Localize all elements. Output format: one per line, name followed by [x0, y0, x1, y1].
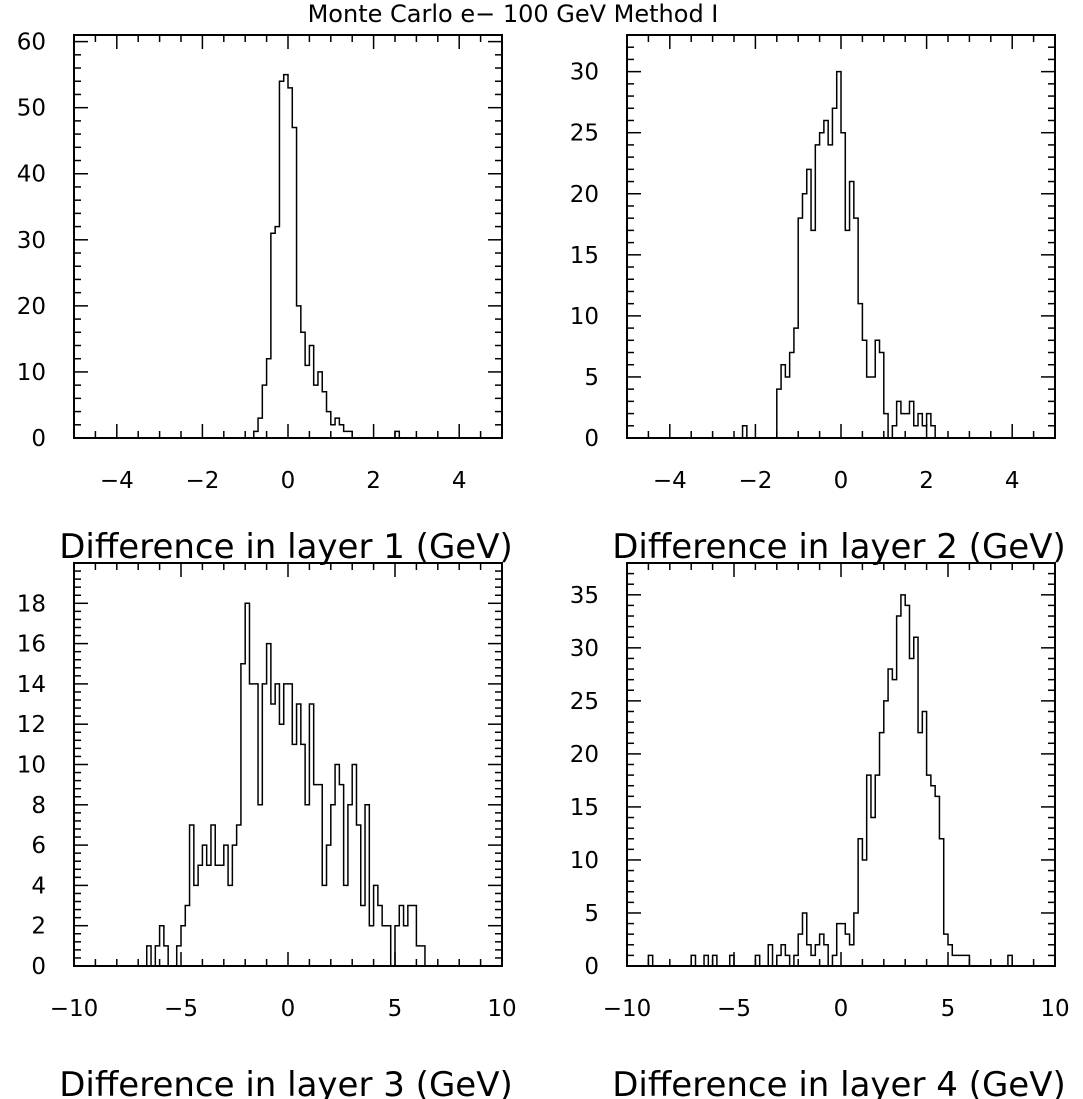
- x-tick-label: 0: [281, 996, 296, 1022]
- y-tick-label: 10: [17, 753, 46, 779]
- y-tick-label: 25: [570, 121, 599, 147]
- x-tick-label: 2: [366, 468, 381, 494]
- histogram-outlier-bin: [690, 954, 697, 966]
- y-tick-label: 15: [570, 243, 599, 269]
- x-tick-label: 4: [452, 468, 467, 494]
- y-tick-label: 14: [17, 672, 46, 698]
- y-tick-label: 40: [17, 162, 46, 188]
- y-tick-label: 8: [31, 793, 46, 819]
- histogram-panel-4: 0 5 10 15 20 25 30 35 −10 −5 0 5 10 Difference in lay…: [570, 562, 1070, 1099]
- y-tick-label: 16: [17, 632, 46, 658]
- y-tick-label: 60: [17, 30, 46, 56]
- histogram-step-line: [776, 70, 936, 439]
- y-tick-label: 25: [570, 689, 599, 715]
- histogram-outlier-bin: [703, 954, 710, 966]
- y-tick-label: 20: [570, 742, 599, 768]
- figure-title: Monte Carlo e− 100 GeV Method I: [308, 0, 719, 28]
- y-tick-label: 0: [584, 426, 599, 452]
- y-tick-label: 10: [570, 848, 599, 874]
- y-tick-label: 10: [17, 360, 46, 386]
- plot-frame: [626, 562, 1056, 967]
- x-tick-label: −2: [185, 468, 219, 494]
- x-tick-label: 0: [834, 468, 849, 494]
- y-tick-label: 30: [570, 636, 599, 662]
- y-tick-label: 0: [584, 954, 599, 980]
- y-tick-label: 15: [570, 795, 599, 821]
- x-tick-label: −10: [603, 996, 652, 1022]
- x-axis-label: Difference in layer 1 (GeV): [59, 527, 513, 567]
- x-tick-label: 0: [281, 468, 296, 494]
- x-axis-label: Difference in layer 3 (GeV): [59, 1065, 513, 1099]
- histogram-outlier-bin: [728, 954, 735, 966]
- x-tick-label: −4: [653, 468, 687, 494]
- histogram-outlier-bin: [394, 430, 401, 438]
- histogram-panel-3: 0 2 4 6 8 10 12 14 16 18 −10 −5 0 5 10 Difference in la…: [17, 562, 517, 1099]
- y-tick-label: 12: [17, 712, 46, 738]
- y-tick-label: 20: [570, 182, 599, 208]
- y-tick-label: 20: [17, 294, 46, 320]
- x-tick-label: −10: [50, 996, 99, 1022]
- plot-frame: [73, 562, 503, 967]
- y-tick-label: 18: [17, 591, 46, 617]
- histogram-step-line: [754, 594, 1013, 967]
- y-tick-label: 0: [31, 426, 46, 452]
- y-tick-label: 2: [31, 914, 46, 940]
- x-tick-label: 2: [919, 468, 934, 494]
- y-tick-label: 10: [570, 304, 599, 330]
- x-tick-label: −5: [164, 996, 198, 1022]
- y-tick-label: 6: [31, 833, 46, 859]
- histogram-step-line: [146, 602, 426, 967]
- histogram-panel-2: 0 5 10 15 20 25 30 −4 −2 0 2 4 Difference in layer 2…: [570, 34, 1066, 567]
- x-tick-label: 0: [834, 996, 849, 1022]
- histogram-outlier-bin: [711, 954, 718, 966]
- y-tick-label: 30: [17, 228, 46, 254]
- y-tick-label: 0: [31, 954, 46, 980]
- x-tick-label: 10: [487, 996, 516, 1022]
- y-tick-label: 5: [584, 365, 599, 391]
- x-axis-label: Difference in layer 2 (GeV): [612, 527, 1066, 567]
- x-tick-label: 10: [1040, 996, 1069, 1022]
- x-axis-label: Difference in layer 4 (GeV): [612, 1065, 1066, 1099]
- histogram-outlier-bin: [741, 425, 748, 438]
- y-tick-label: 30: [570, 60, 599, 86]
- y-tick-label: 5: [584, 901, 599, 927]
- histogram-outlier-bin: [647, 954, 654, 966]
- y-tick-label: 35: [570, 583, 599, 609]
- x-tick-label: −2: [738, 468, 772, 494]
- y-tick-label: 50: [17, 96, 46, 122]
- x-tick-label: −5: [717, 996, 751, 1022]
- x-tick-label: 4: [1005, 468, 1020, 494]
- histogram-panel-1: 0 10 20 30 40 50 60 −4 −2 0 2 4 Difference in layer …: [17, 30, 513, 567]
- histogram-step-line: [253, 73, 353, 438]
- plot-frame: [73, 34, 503, 439]
- x-tick-label: 5: [388, 996, 403, 1022]
- x-tick-label: 5: [941, 996, 956, 1022]
- y-tick-label: 4: [31, 873, 46, 899]
- x-tick-label: −4: [100, 468, 134, 494]
